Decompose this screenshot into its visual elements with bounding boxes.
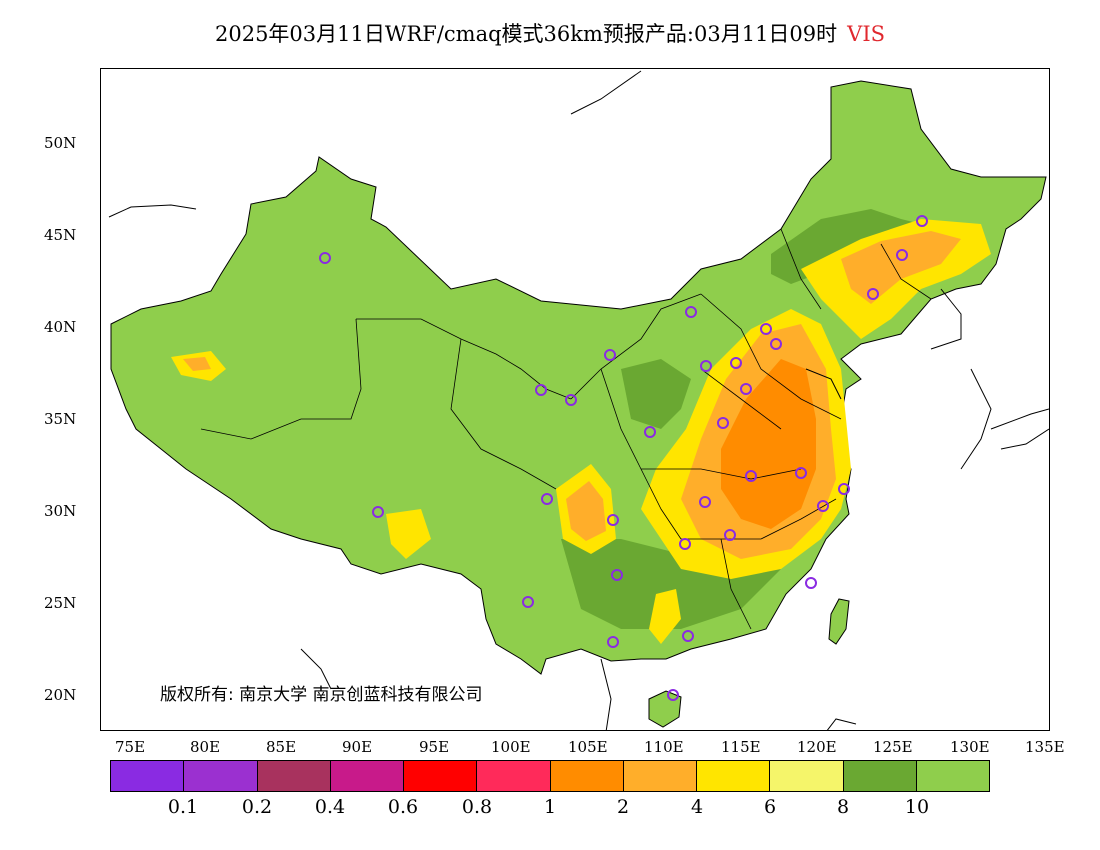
- station-marker: [565, 394, 577, 406]
- lat-label-25n: 25N: [44, 594, 77, 612]
- dark-green-band-central: [621, 359, 691, 429]
- lon-label-75e: 75E: [115, 738, 146, 756]
- hainan-island: [648, 690, 682, 728]
- lat-label-50n: 50N: [44, 134, 77, 152]
- low-vis-zone-orange-northeast: [841, 231, 961, 304]
- station-markers: [319, 215, 928, 701]
- lat-label-20n: 20N: [44, 686, 77, 704]
- station-marker: [682, 630, 694, 642]
- station-marker: [372, 506, 384, 518]
- station-marker: [699, 496, 711, 508]
- station-marker: [805, 577, 817, 589]
- station-marker: [838, 483, 850, 495]
- lon-label-85e: 85E: [266, 738, 297, 756]
- low-vis-zone-yellow-guangxi: [649, 589, 681, 644]
- station-marker: [740, 383, 752, 395]
- lon-label-105e: 105E: [568, 738, 608, 756]
- legend-swatch: [184, 761, 258, 791]
- station-marker: [607, 636, 619, 648]
- lon-label-135e: 135E: [1025, 738, 1065, 756]
- station-marker: [760, 323, 772, 335]
- legend-label: 0.1: [167, 796, 199, 818]
- low-vis-zone-orange-xinjiang: [183, 357, 211, 371]
- station-marker: [795, 467, 807, 479]
- legend-swatch: [623, 761, 697, 791]
- station-marker: [896, 249, 908, 261]
- station-marker: [604, 349, 616, 361]
- legend-label: 8: [836, 796, 850, 818]
- legend-swatch: [697, 761, 771, 791]
- lon-label-115e: 115E: [721, 738, 761, 756]
- legend-swatch: [330, 761, 404, 791]
- legend-swatch: [257, 761, 331, 791]
- legend-label: 10: [904, 796, 930, 818]
- legend-label: 2: [616, 796, 630, 818]
- station-marker: [700, 360, 712, 372]
- station-marker: [817, 500, 829, 512]
- title-text: 2025年03月11日WRF/cmaq模式36km预报产品:03月11日09时: [214, 22, 838, 46]
- station-marker: [679, 538, 691, 550]
- station-marker: [916, 215, 928, 227]
- station-marker: [867, 288, 879, 300]
- low-vis-zone-yellow-tibet: [386, 509, 431, 559]
- station-marker: [522, 596, 534, 608]
- station-marker: [611, 569, 623, 581]
- legend-label: 1: [543, 796, 557, 818]
- lat-label-40n: 40N: [44, 318, 77, 336]
- legend-label: 6: [763, 796, 777, 818]
- station-marker: [667, 689, 679, 701]
- lon-label-80e: 80E: [190, 738, 221, 756]
- lon-label-130e: 130E: [950, 738, 990, 756]
- lon-label-100e: 100E: [491, 738, 531, 756]
- legend-label: 0.8: [461, 796, 493, 818]
- station-marker: [535, 384, 547, 396]
- station-marker: [730, 357, 742, 369]
- station-marker: [607, 514, 619, 526]
- lon-label-95e: 95E: [419, 738, 450, 756]
- lon-label-110e: 110E: [644, 738, 684, 756]
- lon-label-120e: 120E: [797, 738, 837, 756]
- forecast-map: [100, 68, 1050, 731]
- lat-label-35n: 35N: [44, 410, 77, 428]
- lon-label-90e: 90E: [342, 738, 373, 756]
- legend-swatch: [477, 761, 551, 791]
- copyright-text: 版权所有: 南京大学 南京创蓝科技有限公司: [160, 685, 483, 705]
- neighbor-coastlines: [108, 70, 1049, 730]
- legend-swatch: [550, 761, 624, 791]
- legend-swatch: [404, 761, 478, 791]
- legend-label: 0.6: [387, 796, 419, 818]
- station-marker: [685, 306, 697, 318]
- color-legend: [110, 760, 990, 792]
- legend-label: 0.2: [241, 796, 273, 818]
- legend-label: 0.4: [314, 796, 346, 818]
- legend-swatch: [843, 761, 917, 791]
- station-marker: [541, 493, 553, 505]
- map-canvas: [108, 70, 1049, 730]
- station-marker: [770, 338, 782, 350]
- lat-label-45n: 45N: [44, 226, 77, 244]
- legend-swatch: [916, 761, 989, 791]
- map-title: 2025年03月11日WRF/cmaq模式36km预报产品:03月11日09时 V…: [0, 18, 1100, 48]
- legend-label: 4: [690, 796, 704, 818]
- legend-swatch: [111, 761, 185, 791]
- lon-label-125e: 125E: [873, 738, 913, 756]
- station-marker: [717, 417, 729, 429]
- station-marker: [319, 252, 331, 264]
- station-marker: [724, 529, 736, 541]
- legend-swatch: [770, 761, 844, 791]
- lat-label-30n: 30N: [44, 502, 77, 520]
- taiwan-island: [828, 598, 850, 645]
- station-marker: [644, 426, 656, 438]
- variable-label: VIS: [847, 22, 886, 46]
- low-vis-zone-orange-sichuan: [566, 481, 606, 541]
- station-marker: [745, 470, 757, 482]
